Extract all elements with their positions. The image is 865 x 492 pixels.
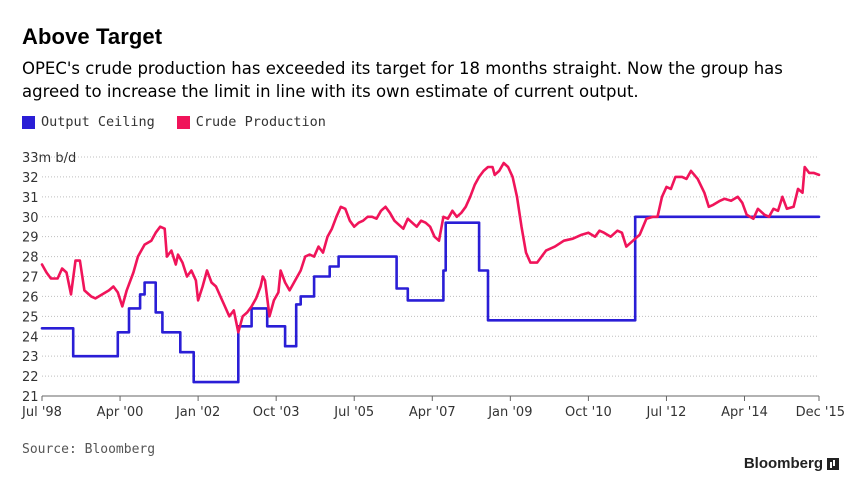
y-tick-label: 23 xyxy=(22,350,39,365)
y-tick-label: 27 xyxy=(22,271,39,286)
legend-swatch-crude-production xyxy=(176,115,190,129)
x-tick-label: Oct '10 xyxy=(565,405,612,420)
x-tick-label: Jul '98 xyxy=(21,405,62,420)
x-tick-label: Oct '03 xyxy=(253,405,300,420)
x-tick-label: Dec '15 xyxy=(796,405,845,420)
chart-title: Above Target xyxy=(22,24,163,49)
x-tick-label: Jul '05 xyxy=(333,405,374,420)
source-note: Source: Bloomberg xyxy=(22,442,156,457)
bloomberg-chart-icon xyxy=(827,457,839,470)
y-tick-label: 22 xyxy=(22,370,39,385)
chart-legend: Output Ceiling Crude Production xyxy=(22,114,348,130)
y-tick-label: 29 xyxy=(22,231,39,246)
x-tick-label: Apr '00 xyxy=(97,405,144,420)
x-tick-label: Jul '12 xyxy=(645,405,686,420)
y-tick-label: 28 xyxy=(22,251,39,266)
y-tick-label: 24 xyxy=(22,330,39,345)
y-tick-label: 25 xyxy=(22,310,39,325)
legend-item-output-ceiling: Output Ceiling xyxy=(22,114,155,130)
legend-swatch-output-ceiling xyxy=(22,115,35,129)
legend-label-output-ceiling: Output Ceiling xyxy=(41,114,155,130)
x-tick-label: Apr '07 xyxy=(409,405,456,420)
chart-subtitle: OPEC's crude production has exceeded its… xyxy=(22,59,783,101)
output-ceiling-line xyxy=(40,215,821,384)
y-tick-label: 33m b/d xyxy=(22,151,76,166)
crude-production-line xyxy=(40,161,821,334)
y-tick-label: 30 xyxy=(22,211,39,226)
brand-wordmark: Bloomberg xyxy=(743,455,823,472)
bloomberg-logo: Bloomberg xyxy=(744,455,839,472)
y-tick-label: 21 xyxy=(22,390,39,405)
y-tick-label: 31 xyxy=(22,191,39,206)
legend-label-crude-production: Crude Production xyxy=(195,114,326,130)
y-tick-label: 26 xyxy=(22,290,39,305)
x-tick-label: Jan '09 xyxy=(487,405,532,420)
x-tick-label: Apr '14 xyxy=(721,405,768,420)
y-tick-label: 32 xyxy=(22,171,39,186)
x-tick-label: Jan '02 xyxy=(175,405,220,420)
legend-item-crude-production: Crude Production xyxy=(176,114,326,130)
